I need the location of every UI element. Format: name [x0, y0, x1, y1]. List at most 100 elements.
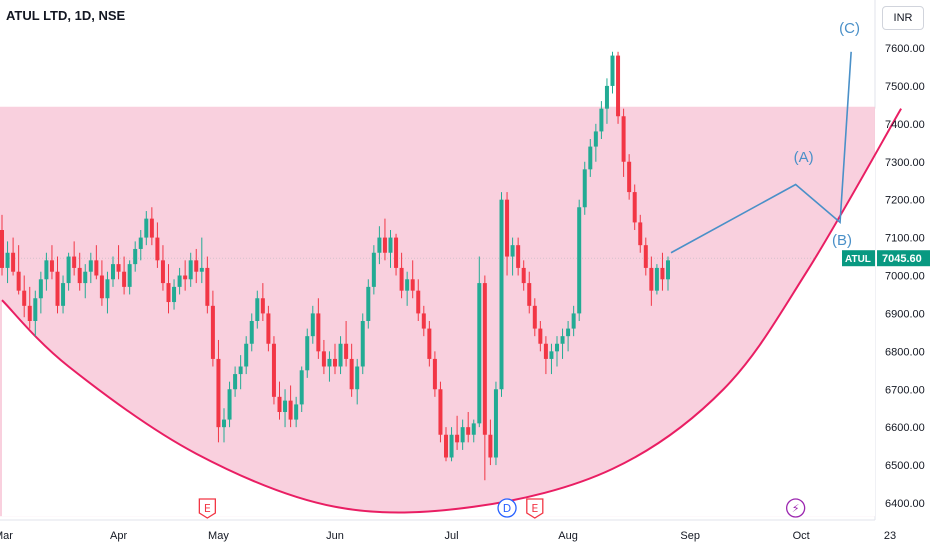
candle-body: [44, 260, 49, 280]
candle-body: [133, 248, 138, 265]
candle-body: [94, 260, 99, 276]
y-tick-label: 6400.00: [885, 498, 925, 510]
candle-body: [260, 298, 265, 314]
price-tag-value: 7045.60: [882, 253, 922, 265]
candle-body: [22, 290, 27, 306]
candle-body: [427, 328, 432, 359]
candle-body: [83, 271, 88, 284]
candle-body: [344, 343, 349, 359]
x-tick-label: 23: [884, 530, 896, 542]
candle-body: [77, 267, 82, 284]
candle-body: [516, 245, 521, 268]
candle-body: [238, 366, 243, 375]
candle-body: [621, 116, 626, 162]
candle-body: [255, 298, 260, 321]
x-tick-label: Jun: [326, 530, 344, 542]
candle-body: [632, 192, 637, 223]
candle-body: [321, 351, 326, 367]
wave-path: [670, 51, 852, 254]
candle-body: [610, 55, 615, 86]
candle-body: [288, 400, 293, 420]
candle-body: [471, 423, 476, 435]
candle-body: [105, 279, 110, 299]
candle-body: [327, 358, 332, 367]
candle-body: [638, 222, 643, 246]
candle-body: [405, 279, 410, 291]
candle-body: [588, 146, 593, 170]
candle-body: [654, 267, 659, 291]
candle-body: [660, 267, 665, 280]
y-tick-label: 7500.00: [885, 81, 925, 93]
candle-body: [249, 321, 254, 344]
price-tag-value-bg: [877, 250, 930, 267]
candle-body: [449, 434, 454, 458]
candle-body: [16, 271, 21, 291]
candle-body: [271, 343, 276, 397]
price-tag: ATUL 7045.60: [842, 250, 930, 267]
event-label: ⚡: [792, 502, 800, 515]
price-tag-symbol: ATUL: [845, 254, 871, 265]
candle-body: [444, 434, 448, 458]
candle-body: [382, 237, 387, 253]
split-icon: [786, 498, 806, 518]
candle-body: [316, 313, 321, 352]
candle-body: [421, 313, 426, 329]
candle-body: [549, 351, 554, 359]
y-tick-label: 7000.00: [885, 271, 925, 283]
earnings-icon: [198, 498, 216, 519]
candle-body: [521, 267, 526, 284]
candle-body: [493, 389, 498, 458]
currency-selector[interactable]: INR: [882, 6, 924, 30]
candle-body: [455, 434, 460, 443]
candle-body: [599, 108, 604, 132]
candle-body: [388, 237, 393, 253]
y-tick-label: 6800.00: [885, 346, 925, 358]
candle-body: [377, 237, 382, 253]
candle-body: [488, 434, 493, 458]
candle-body: [338, 343, 343, 367]
y-axis: 6400.00 6500.00 6600.00 6700.00 6800.00 6900.…: [885, 43, 925, 510]
candle-body: [666, 260, 670, 280]
candle-body: [205, 267, 210, 306]
candle-body: [122, 271, 127, 287]
candle-body: [210, 305, 215, 359]
candle-body: [360, 321, 365, 367]
candle-body: [432, 358, 437, 390]
candle-body: [283, 400, 288, 412]
candle-body: [166, 283, 171, 303]
candle-body: [116, 264, 121, 272]
candle-body: [604, 85, 609, 109]
y-tick-label: 6500.00: [885, 460, 925, 472]
candle-body: [111, 264, 115, 280]
chart-title: ATUL LTD, 1D, NSE: [6, 8, 126, 23]
x-tick-label: Apr: [110, 530, 127, 542]
candle-body: [66, 256, 71, 284]
price-tag-symbol-bg: [842, 250, 875, 267]
candle-body: [532, 305, 537, 329]
candle-body: [371, 252, 376, 287]
candle-body: [127, 264, 132, 287]
candle-body: [266, 313, 271, 344]
candle-body: [183, 275, 188, 280]
candle-body: [194, 260, 199, 272]
candle-body: [233, 374, 238, 390]
x-tick-label: May: [208, 530, 229, 542]
earnings-icon: [526, 498, 544, 519]
cup-curve: [1, 108, 902, 514]
candle-body: [244, 343, 249, 367]
candle-body: [543, 343, 548, 359]
candle-body: [160, 260, 165, 284]
candle-body: [643, 245, 648, 268]
candle-body: [277, 396, 282, 412]
x-tick-label: Mar: [0, 530, 13, 542]
pattern-mask: [2, 108, 902, 517]
candle-body: [299, 370, 304, 405]
candle-body: [538, 328, 543, 344]
candle-body: [199, 267, 204, 272]
event-markers: E D E ⚡: [198, 498, 806, 519]
candle-body: [482, 283, 487, 435]
dividend-icon: [497, 498, 517, 518]
candle-body: [72, 256, 77, 268]
candle-body: [510, 245, 515, 257]
